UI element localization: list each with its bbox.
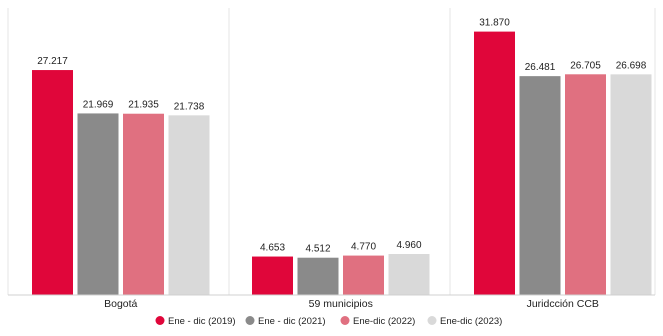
legend-swatch-0	[155, 316, 165, 325]
value-label-2-0: 31.870	[479, 18, 510, 29]
legend-swatch-1	[245, 316, 255, 325]
value-label-1-1: 4.512	[305, 244, 330, 255]
value-label-0-3: 21.738	[174, 101, 205, 112]
legend-swatch-3	[427, 316, 437, 325]
bar-1-2	[343, 255, 384, 295]
bar-0-2	[123, 113, 164, 295]
value-label-2-2: 26.705	[570, 60, 601, 71]
bar-1-0	[252, 256, 293, 295]
value-labels-layer: 27.217 21.969 21.935 21.738 4.653 4.512 4.770 4…	[37, 18, 647, 255]
bar-0-0	[32, 70, 73, 295]
bars-layer	[32, 31, 652, 296]
value-label-0-1: 21.969	[83, 99, 114, 110]
category-label-0: Bogotá	[104, 298, 137, 310]
legend-label-3: Ene-dic (2023)	[440, 316, 502, 327]
category-labels-layer: Bogotá 59 municipios Juridcción CCB	[104, 298, 599, 310]
legend-label-1: Ene - dic (2021)	[258, 316, 326, 327]
value-label-0-0: 27.217	[37, 56, 68, 67]
legend: Ene - dic (2019) Ene - dic (2021) Ene-dic …	[155, 316, 502, 327]
bar-2-0	[474, 31, 515, 296]
group-separators	[7, 8, 656, 295]
value-label-0-2: 21.935	[128, 100, 159, 111]
bar-2-3	[610, 74, 652, 296]
category-label-1: 59 municipios	[309, 298, 373, 310]
bar-2-2	[565, 74, 606, 295]
value-label-2-1: 26.481	[525, 62, 556, 73]
bar-1-1	[297, 257, 339, 295]
value-label-1-3: 4.960	[396, 240, 421, 251]
legend-label-0: Ene - dic (2019)	[168, 316, 236, 327]
bar-2-1	[519, 76, 561, 295]
bar-0-1	[77, 113, 119, 295]
legend-swatch-2	[340, 316, 350, 325]
value-label-1-2: 4.770	[351, 242, 376, 253]
value-label-2-3: 26.698	[616, 60, 647, 71]
category-label-2: Juridcción CCB	[527, 298, 599, 310]
value-label-1-0: 4.653	[260, 243, 285, 254]
bar-1-3	[388, 254, 430, 295]
legend-label-2: Ene-dic (2022)	[353, 316, 415, 327]
bar-0-3	[168, 115, 210, 295]
